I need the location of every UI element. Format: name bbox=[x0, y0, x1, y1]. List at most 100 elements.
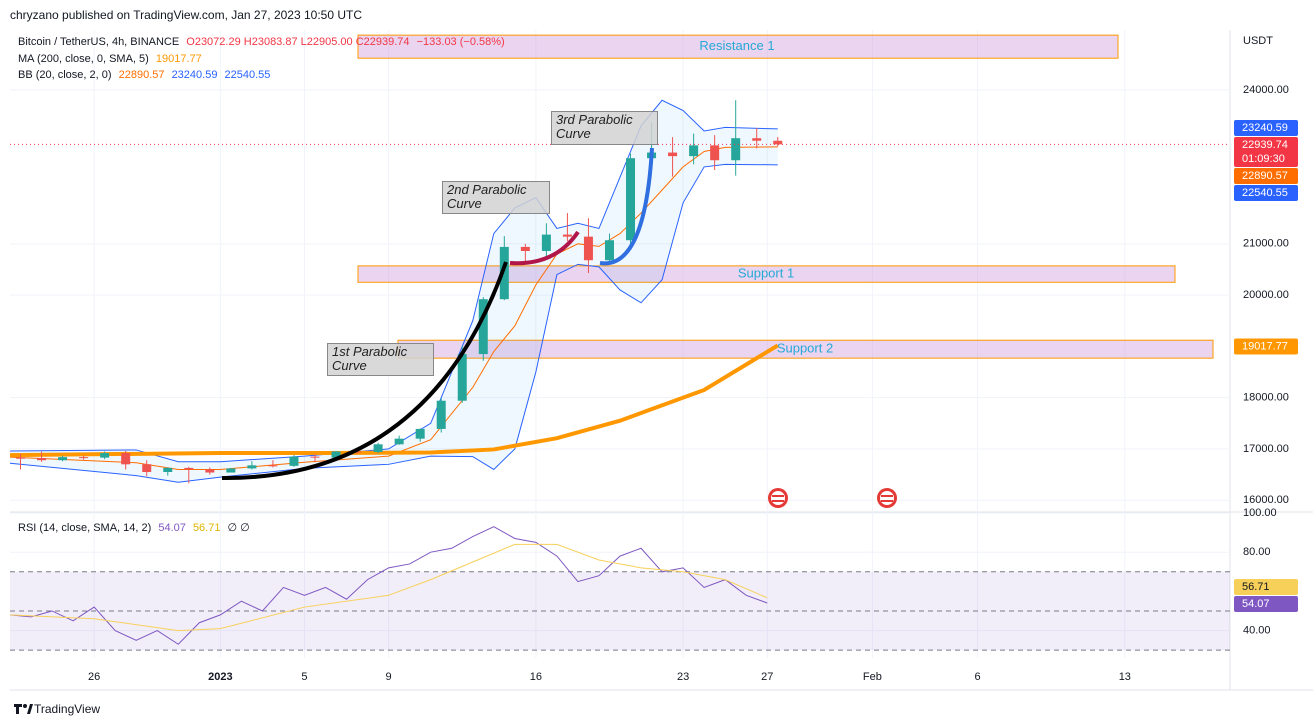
tv-logo bbox=[14, 704, 33, 714]
bb-upper-badge-bg bbox=[1234, 120, 1298, 136]
bb-upper-value: 23240.59 bbox=[171, 69, 218, 81]
candle-body bbox=[16, 457, 26, 459]
y-tick-label: 40.00 bbox=[1243, 624, 1271, 636]
y-tick-label: 24000.00 bbox=[1243, 84, 1289, 96]
rsi-pane bbox=[9, 526, 1230, 651]
annotation: 1st Parabolic Curve bbox=[327, 343, 434, 376]
ma-label: MA (200, close, 0, SMA, 5) bbox=[18, 53, 149, 65]
candle-body bbox=[268, 465, 278, 467]
ohlc: L22905.00 bbox=[300, 36, 353, 48]
ma-badge-bg bbox=[1234, 338, 1298, 355]
candle-body bbox=[247, 465, 257, 469]
candle-body bbox=[310, 456, 320, 458]
rsi-line bbox=[9, 543, 768, 632]
rsi-label: RSI (14, close, SMA, 14, 2) bbox=[18, 522, 152, 534]
bb-upper-badge: 23240.59 bbox=[1242, 122, 1288, 134]
candle-body bbox=[415, 428, 425, 439]
candle-body bbox=[394, 438, 404, 445]
last-price-bg bbox=[1234, 137, 1298, 167]
rsi-ma-value: 56.71 bbox=[192, 522, 221, 534]
ma-line bbox=[9, 343, 779, 458]
y-tick-label: 21000.00 bbox=[1243, 238, 1289, 250]
price-pane bbox=[9, 99, 1230, 484]
x-tick-label: 27 bbox=[761, 671, 773, 683]
y-tick-label: 16000.00 bbox=[1243, 494, 1289, 506]
candle-body bbox=[289, 456, 299, 466]
bb-legend: BB (20, close, 2, 0) 22890.57 23240.59 2… bbox=[18, 69, 274, 81]
x-tick-label: 5 bbox=[301, 671, 307, 683]
ohlc: O23072.29 bbox=[186, 36, 241, 48]
ma-value: 19017.77 bbox=[155, 53, 202, 65]
x-tick-label: 2023 bbox=[208, 671, 232, 683]
bb-basis-value: 22890.57 bbox=[118, 69, 165, 81]
bb-lower-value: 22540.55 bbox=[224, 69, 271, 81]
candle-body bbox=[541, 234, 551, 252]
y-tick-label: 20000.00 bbox=[1243, 289, 1289, 301]
candle-body bbox=[583, 236, 593, 261]
candle-body bbox=[604, 240, 614, 261]
zone bbox=[357, 34, 1119, 59]
candle-body bbox=[79, 457, 89, 459]
rsi-badge-bg bbox=[1234, 596, 1298, 612]
ma-legend: MA (200, close, 0, SMA, 5) 19017.77 bbox=[18, 53, 206, 65]
ohlc: C22939.74 bbox=[355, 36, 410, 48]
published-line: chryzano published on TradingView.com, J… bbox=[10, 8, 362, 22]
candle-body bbox=[142, 464, 152, 473]
y-tick-label: 80.00 bbox=[1243, 546, 1271, 558]
candle-body bbox=[121, 453, 131, 465]
candle-body bbox=[626, 158, 636, 241]
ohlc: H23083.87 bbox=[243, 36, 298, 48]
symbol-legend: Bitcoin / TetherUS, 4h, BINANCE O23072.2… bbox=[18, 36, 509, 48]
rsi-line bbox=[9, 526, 768, 645]
candle-body bbox=[520, 246, 530, 252]
candle-body bbox=[184, 467, 194, 470]
symbol: Bitcoin / TetherUS, 4h, BINANCE bbox=[18, 36, 180, 48]
rsi-value: 54.07 bbox=[158, 522, 186, 534]
candle-body bbox=[668, 152, 678, 157]
candle-body bbox=[752, 138, 762, 141]
candle-body bbox=[478, 299, 488, 355]
bb-lower bbox=[9, 163, 778, 483]
x-tick-label: 23 bbox=[677, 671, 689, 683]
x-tick-label: 16 bbox=[530, 671, 542, 683]
change: −133.03 (−0.58%) bbox=[416, 36, 505, 48]
event-flag bbox=[877, 488, 897, 508]
candle-body bbox=[100, 453, 110, 458]
rsi-ma-badge-bg bbox=[1234, 579, 1298, 595]
x-tick-label: 13 bbox=[1119, 671, 1131, 683]
candle-body bbox=[499, 246, 509, 300]
candle-body bbox=[226, 468, 236, 473]
candle-body bbox=[710, 145, 720, 161]
zone-label: Support 1 bbox=[738, 266, 794, 281]
annotation: 2nd Parabolic Curve bbox=[442, 181, 550, 214]
rsi-badge: 54.07 bbox=[1242, 598, 1270, 610]
x-tick-label: 26 bbox=[88, 671, 100, 683]
candle-body bbox=[436, 400, 446, 429]
price-unit: USDT bbox=[1243, 35, 1273, 47]
x-tick-label: 6 bbox=[975, 671, 981, 683]
candle-body bbox=[163, 467, 173, 473]
candle-body bbox=[457, 354, 467, 401]
bb-lower-badge-bg bbox=[1234, 185, 1298, 201]
candle-body bbox=[773, 140, 783, 145]
parabolic-curve-1 bbox=[221, 261, 508, 481]
axes: 16000.00 17000.00 18000.00 20000.00 21000.00… bbox=[88, 84, 1298, 683]
candle-body bbox=[37, 458, 47, 461]
candle-body bbox=[689, 145, 699, 157]
candle-body bbox=[562, 234, 572, 237]
candle-body bbox=[205, 469, 215, 473]
last-price: 22939.74 bbox=[1242, 139, 1288, 151]
candle-body bbox=[731, 138, 741, 161]
candle-body bbox=[331, 451, 341, 458]
annotation: 3rd Parabolic Curve bbox=[551, 111, 658, 145]
rsi-extra: ∅ ∅ bbox=[227, 522, 250, 534]
bb-basis-badge: 22890.57 bbox=[1242, 170, 1288, 182]
footer-brand: TradingView bbox=[34, 702, 100, 716]
bb-lower-badge: 22540.55 bbox=[1242, 187, 1288, 199]
candle-body bbox=[373, 444, 383, 453]
zone-label: Resistance 1 bbox=[699, 38, 774, 53]
y-tick-label: 17000.00 bbox=[1243, 443, 1289, 455]
rsi-ma-badge: 56.71 bbox=[1242, 581, 1270, 593]
ma-badge: 19017.77 bbox=[1242, 340, 1288, 352]
